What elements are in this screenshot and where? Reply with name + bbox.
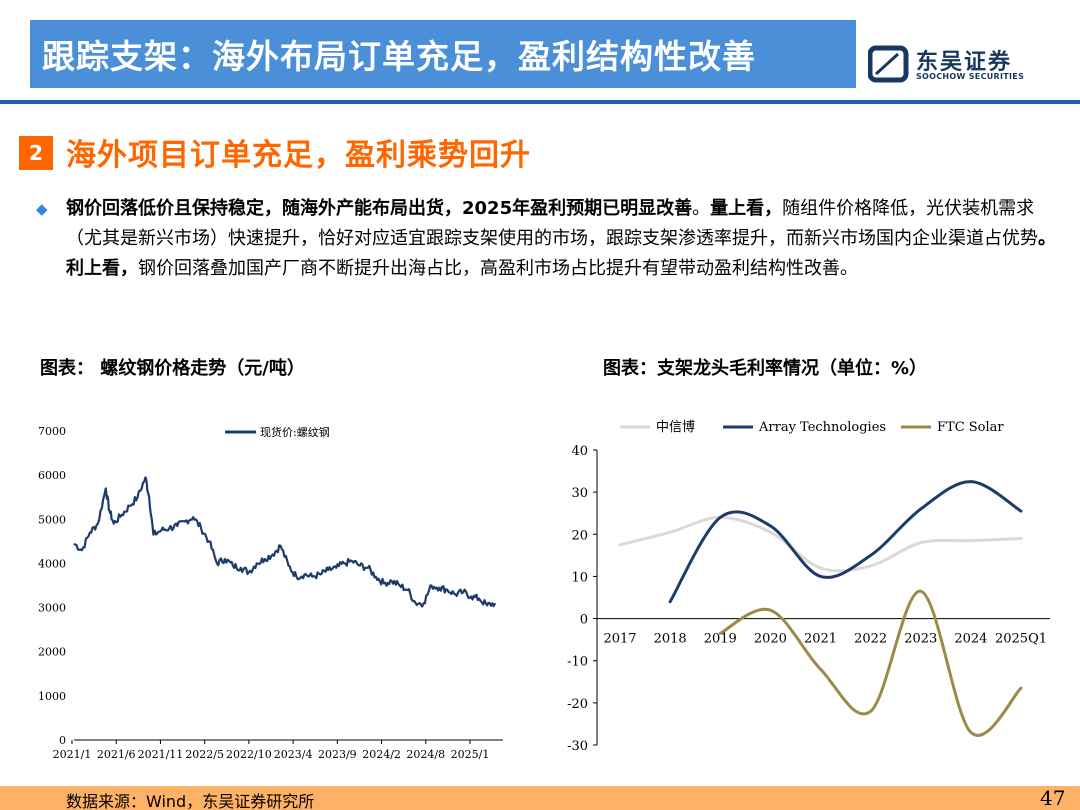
y-tick-label: 10 [571, 570, 588, 585]
company-logo: 东吴证券 SOOCHOW SECURITIES [867, 44, 1038, 88]
x-tick-label: 2020 [754, 632, 787, 647]
logo-subtitle: SOOCHOW SECURITIES [916, 72, 1025, 81]
x-tick-label: 2018 [654, 632, 687, 647]
y-tick-label: -20 [567, 697, 588, 712]
page-title: 跟踪支架：海外布局订单充足，盈利结构性改善 [42, 37, 756, 76]
section-title: 海外项目订单充足，盈利乘势回升 [66, 138, 531, 173]
para-seg4: 随组件价格降低，光伏装机需求（尤其是新兴市场）快速提升，恰好对应适宜跟踪支架使用… [66, 198, 1038, 249]
x-tick-label: 2023/9 [318, 748, 357, 761]
para-seg2: 。 [692, 198, 711, 219]
gross-margin-chart: 40 30 20 10 0 -10 -20 -30 2017 2018 2019 2020 2021 20… [567, 420, 1050, 754]
x-tick-label: 2021 [804, 632, 837, 647]
para-seg3: 量上看， [710, 198, 783, 219]
x-tick-label: 2025Q1 [995, 632, 1047, 647]
para-seg6: 钢价回落叠加国产厂商不断提升出海占比，高盈利市场占比提升有望带动盈利结构性改善。 [138, 258, 858, 279]
x-tick-label: 2022/5 [185, 748, 224, 761]
x-tick-label: 2021/6 [97, 748, 136, 761]
y-tick-label: 6000 [38, 469, 66, 482]
x-tick-label: 2019 [704, 632, 737, 647]
x-tick-label: 2017 [603, 632, 636, 647]
footer-bar: 数据来源：Wind，东吴证券研究所 [0, 786, 1080, 810]
y-tick-label: 40 [571, 444, 588, 459]
x-tick-label: 2023/4 [274, 748, 313, 761]
series-line-1 [668, 480, 1023, 604]
x-tick-label: 2022/10 [226, 748, 272, 761]
x-tick-label: 2021/11 [138, 748, 184, 761]
header-divider [0, 100, 1080, 104]
y-tick-label: 2000 [38, 646, 66, 659]
logo-mark-icon [867, 45, 909, 83]
body-paragraph: 钢价回落低价且保持稳定，随海外产能布局出货，2025年盈利预期已明显改善。量上看… [66, 194, 1066, 284]
series-line-steel [73, 476, 497, 608]
chart-caption-margin: 图表：支架龙头毛利率情况（单位：%） [603, 358, 928, 379]
y-tick-label: 20 [571, 528, 588, 543]
y-tick-label: 0 [59, 734, 66, 747]
x-tick-label: 2024 [954, 632, 987, 647]
legend-label: 现货价:螺纹钢 [260, 425, 330, 439]
y-tick-label: 0 [580, 613, 588, 628]
y-tick-label: 30 [571, 486, 588, 501]
series-line-0 [618, 515, 1023, 573]
x-tick-label: 2023 [904, 632, 937, 647]
x-tick-label: 2022 [854, 632, 887, 647]
x-tick-label: 2021/1 [53, 748, 92, 761]
y-tick-label: 4000 [38, 557, 66, 570]
logo-name: 东吴证券 [916, 50, 1013, 75]
chart-caption-steel: 图表： 螺纹钢价格走势（元/吨） [40, 358, 305, 379]
page-number: 47 [1040, 786, 1066, 810]
title-bar: 跟踪支架：海外布局订单充足，盈利结构性改善 [30, 20, 856, 88]
legend-label: FTC Solar [937, 420, 1004, 435]
section-number-badge: 2 [19, 136, 53, 170]
y-tick-label: 3000 [38, 602, 66, 615]
diamond-bullet-icon: ◆ [36, 200, 48, 218]
y-tick-label: -30 [567, 739, 588, 754]
para-seg5: 。利上看， [66, 228, 1056, 279]
x-tick-label: 2024/8 [406, 748, 445, 761]
para-seg1: 钢价回落低价且保持稳定，随海外产能布局出货，2025年盈利预期已明显改善 [66, 198, 693, 219]
y-tick-label: 1000 [38, 690, 66, 703]
legend-label: Array Technologies [758, 420, 886, 435]
y-tick-label: -10 [567, 655, 588, 670]
data-source-note: 数据来源：Wind，东吴证券研究所 [66, 792, 315, 810]
y-tick-label: 5000 [38, 513, 66, 526]
x-tick-label: 2024/2 [362, 748, 401, 761]
legend-label: 中信博 [656, 420, 695, 435]
x-tick-label: 2025/1 [451, 748, 490, 761]
series-line-2 [718, 589, 1023, 737]
y-tick-label: 7000 [38, 425, 66, 438]
